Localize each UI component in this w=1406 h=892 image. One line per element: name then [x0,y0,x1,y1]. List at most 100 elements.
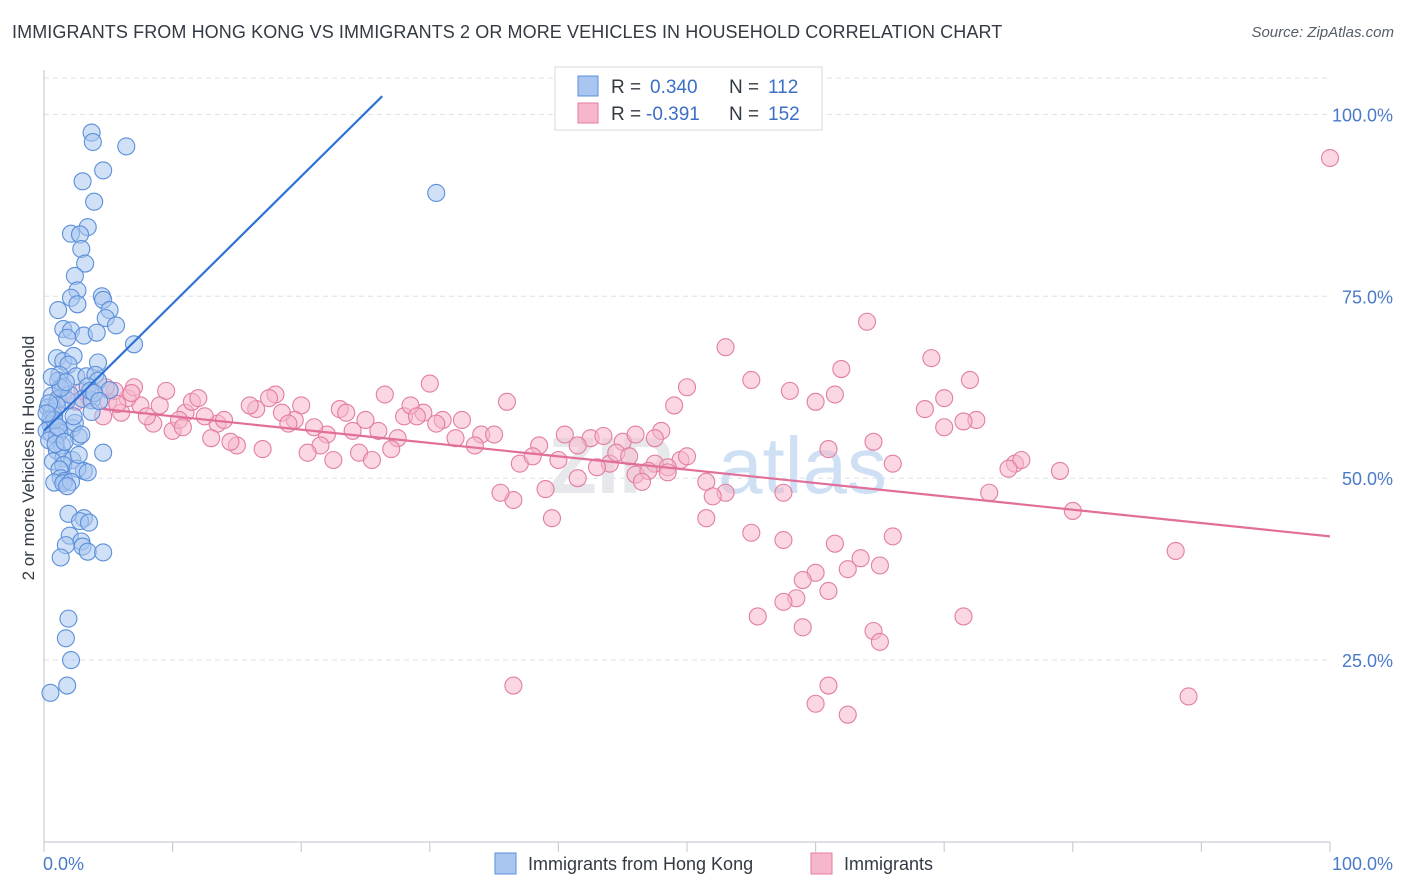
point-hong-kong-5 [73,172,92,191]
point-immigrants-22 [1012,450,1031,470]
point-immigrants-44 [774,483,793,502]
legend-swatch-1 [577,75,599,97]
point-hong-kong-26 [58,328,77,347]
watermark-atlas: atlas [718,421,887,510]
legend-box: R = 0.340 N = 112 R = -0.391 N = 152 [554,66,823,131]
point-immigrants-79 [369,421,388,440]
point-immigrants-121 [337,403,356,422]
point-hong-kong-106 [42,368,61,387]
point-immigrants-65 [819,676,838,695]
point-immigrants-46 [742,523,761,542]
point-hong-kong-19 [49,301,68,320]
legend-r-value-1: 0.340 [650,77,698,98]
point-immigrants-13 [497,392,517,411]
point-immigrants-55 [819,581,838,601]
point-immigrants-64 [1179,687,1198,706]
point-immigrants-114 [189,389,208,408]
point-hong-kong-91 [56,629,75,648]
point-immigrants-130 [555,425,574,444]
point-hong-kong-93 [58,676,77,695]
point-immigrants-47 [774,530,793,550]
point-immigrants-138 [620,447,639,466]
y-tick-label-1: 25.0% [1342,651,1393,671]
point-immigrants-127 [485,425,504,444]
point-immigrants-5 [832,359,851,379]
legend-r-label-1: R = [611,77,641,98]
point-immigrants-51 [870,556,889,575]
point-immigrants-28 [819,440,838,459]
point-immigrants-18 [954,412,973,431]
legend-r-label-2: R = [611,104,641,125]
x-tick-label-max: 100.0% [1332,854,1393,874]
point-hong-kong-90 [59,609,78,628]
point-hong-kong-64 [94,443,113,462]
point-immigrants-3 [716,338,735,357]
legend-n-label-1: N = [729,77,759,98]
point-immigrants-136 [587,458,607,477]
point-immigrants-126 [465,436,484,455]
point-hong-kong-92 [61,651,81,670]
point-hong-kong-104 [69,445,88,464]
y-tick-label-2: 50.0% [1342,469,1393,489]
point-immigrants-142 [382,440,401,459]
bottom-legend: Immigrants from Hong Kong Immigrants [494,852,933,875]
point-immigrants-24 [980,483,999,502]
point-immigrants-57 [774,592,793,611]
point-immigrants-81 [356,410,375,430]
point-immigrants-141 [407,407,426,426]
legend-n-value-2: 152 [768,104,800,125]
point-hong-kong-22 [106,316,126,335]
point-immigrants-116 [240,396,259,415]
point-immigrants-140 [645,429,664,448]
bottom-legend-label-1: Immigrants from Hong Kong [528,854,753,874]
point-immigrants-129 [523,447,542,466]
chart-source: Source: ZipAtlas.com [1251,24,1394,41]
point-immigrants-112 [157,381,176,400]
legend-n-value-1: 112 [768,77,798,98]
point-immigrants-122 [375,385,394,404]
bottom-legend-swatch-1 [494,852,517,875]
trend-layer [43,95,1331,538]
point-immigrants-14 [806,392,825,411]
point-immigrants-69 [542,509,562,528]
legend-r-value-2: -0.391 [646,104,700,125]
point-immigrants-93 [195,407,214,426]
bottom-legend-swatch-2 [810,852,833,875]
point-immigrants-12 [935,389,954,408]
point-immigrants-146 [253,440,272,459]
point-hong-kong-78 [58,477,77,496]
point-hong-kong-88 [94,543,113,562]
point-immigrants-6 [742,370,761,390]
point-hong-kong-7 [427,183,446,203]
point-immigrants-4 [922,349,941,368]
point-immigrants-139 [632,472,652,491]
chart-title: IMMIGRANTS FROM HONG KONG VS IMMIGRANTS … [12,22,1003,42]
point-hong-kong-18 [68,295,87,314]
point-hong-kong-2 [83,132,102,152]
point-immigrants-66 [806,694,825,713]
point-immigrants-43 [703,487,722,506]
point-immigrants-150 [122,384,141,403]
point-immigrants-133 [491,483,510,502]
point-immigrants-15 [665,396,684,415]
point-immigrants-50 [851,549,870,568]
point-immigrants-144 [343,421,362,440]
point-immigrants-91 [221,432,240,451]
point-immigrants-124 [427,414,446,433]
trend-line-immigrants [103,407,1331,538]
point-immigrants-48 [825,534,844,553]
point-immigrants-120 [324,450,343,470]
point-immigrants-143 [362,450,381,470]
point-immigrants-88 [259,389,279,408]
point-hong-kong-3 [117,137,136,156]
bottom-legend-label-2: Immigrants [844,854,933,874]
point-immigrants-21 [1050,461,1069,480]
trend-line-hong-kong [43,95,383,432]
point-immigrants-23 [999,459,1018,478]
axis-layer: 25.0% 50.0% 75.0% 100.0% 0.0% 100.0% [43,70,1393,874]
point-immigrants-148 [173,418,192,437]
point-immigrants-58 [748,607,767,626]
point-immigrants-61 [793,618,812,637]
point-immigrants-135 [568,469,587,488]
point-hong-kong-89 [51,548,70,567]
